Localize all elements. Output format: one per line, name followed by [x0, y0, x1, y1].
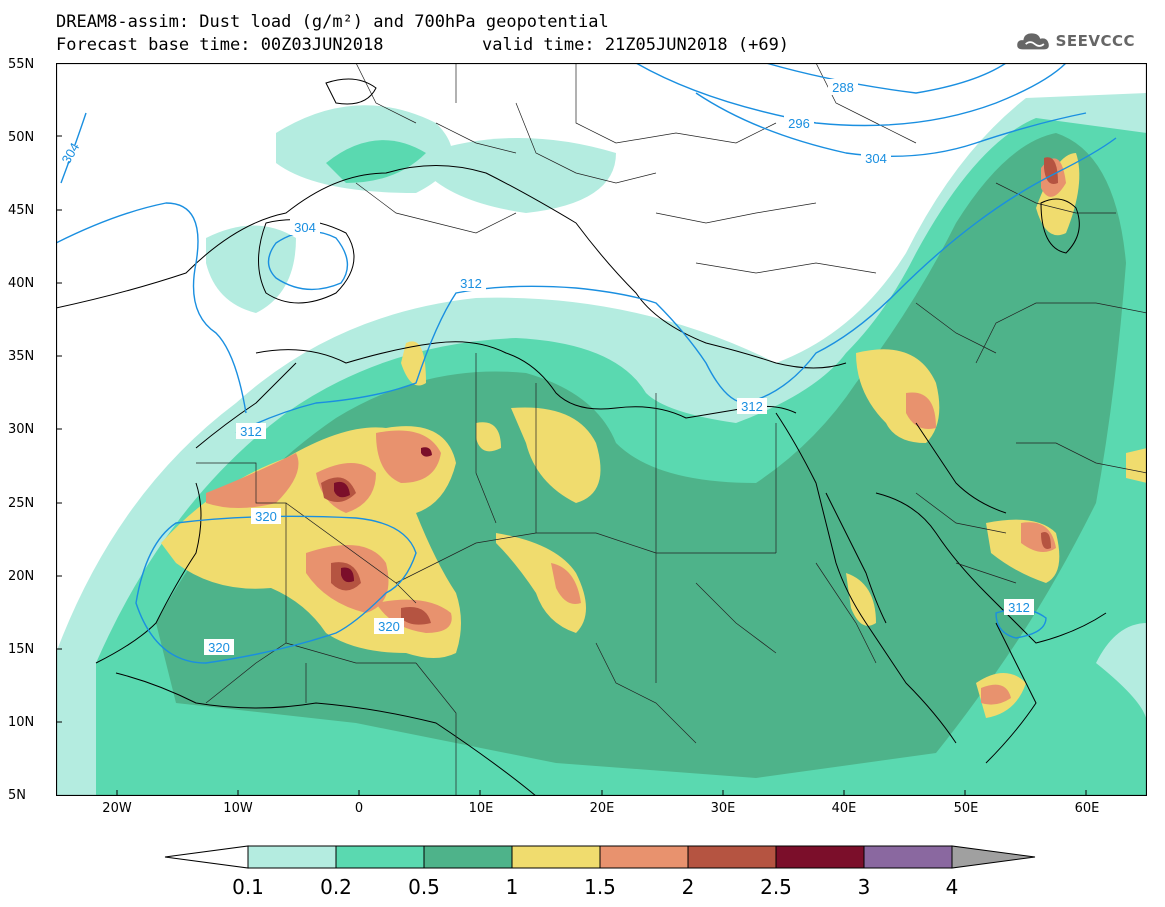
lon-label: 20W: [102, 801, 132, 816]
dust-load-map[interactable]: 288 296 304 304 304 312 312 312 312 320 …: [56, 63, 1147, 796]
legend-swatch: [687, 845, 777, 869]
contour-label: 312: [1008, 600, 1030, 615]
coastlines: [56, 165, 1107, 796]
lat-label: 5N: [8, 788, 26, 803]
lon-label: 10W: [223, 801, 253, 816]
valid-time: valid time: 21Z05JUN2018 (+69): [482, 35, 790, 55]
legend-swatch: [247, 845, 337, 869]
lon-label: 10E: [468, 801, 494, 816]
lat-label: 25N: [8, 496, 35, 511]
lat-label: 30N: [8, 422, 35, 437]
map-frame: [56, 63, 1147, 796]
lat-label: 45N: [8, 203, 35, 218]
legend-arrow-low: [164, 845, 249, 869]
contour-label: 312: [460, 276, 482, 291]
contour-label: 320: [208, 640, 230, 655]
contour-labels: 288 296 304 304 304 312 312 312 312 320 …: [56, 79, 1034, 655]
logo-text: SEEVCCC: [1055, 32, 1135, 50]
lon-label: 30E: [710, 801, 736, 816]
lon-label: 50E: [953, 801, 979, 816]
contour-288: [765, 63, 1007, 94]
contour-304-west: [56, 202, 247, 414]
lon-label: 60E: [1074, 801, 1100, 816]
contour-label: 320: [378, 619, 400, 634]
legend-label: 2: [681, 875, 695, 899]
lat-label: 35N: [8, 349, 35, 364]
legend-label: 4: [945, 875, 959, 899]
contour-label: 304: [865, 151, 887, 166]
legend-label: 2.5: [760, 875, 792, 899]
legend-swatch: [423, 845, 513, 869]
lat-label: 55N: [8, 57, 35, 72]
map-title: DREAM8-assim: Dust load (g/m²) and 700hP…: [56, 12, 609, 32]
contour-label: 312: [741, 399, 763, 414]
legend-label: 0.2: [320, 875, 352, 899]
seevccc-logo: SEEVCCC: [1015, 24, 1135, 58]
legend-swatch: [335, 845, 425, 869]
dust-region-2.5: [334, 447, 432, 583]
country-borders: [196, 63, 1147, 796]
legend-swatch: [775, 845, 865, 869]
legend-label: 0.1: [232, 875, 264, 899]
dust-region-2: [321, 157, 1058, 625]
contour-296: [635, 63, 1067, 127]
legend-label: 1: [505, 875, 519, 899]
legend-label: 3: [857, 875, 871, 899]
cloud-icon: [1017, 33, 1049, 50]
legend-label: 1.5: [584, 875, 616, 899]
lat-label: 50N: [8, 130, 35, 145]
lakes: [325, 78, 1080, 254]
lat-label: 10N: [8, 715, 35, 730]
legend-label: 0.5: [408, 875, 440, 899]
contour-label: 296: [788, 116, 810, 131]
contour-312-main: [235, 137, 1117, 434]
contour-304-north: [695, 92, 1087, 158]
contour-label: 304: [294, 220, 316, 235]
lat-label: 40N: [8, 276, 35, 291]
geopotential-contours: [56, 63, 1117, 664]
legend-swatch: [599, 845, 689, 869]
legend-arrow-high: [951, 845, 1036, 869]
contour-320: [135, 515, 417, 664]
forecast-base-time: Forecast base time: 00Z03JUN2018: [56, 35, 384, 55]
lat-label: 15N: [8, 642, 35, 657]
lat-label: 20N: [8, 569, 35, 584]
lon-label: 20E: [589, 801, 615, 816]
lon-label: 40E: [831, 801, 857, 816]
color-legend: [164, 845, 1036, 869]
legend-swatch: [511, 845, 601, 869]
contour-label: 320: [255, 509, 277, 524]
legend-swatch: [863, 845, 953, 869]
contour-label: 312: [240, 424, 262, 439]
contour-label: 288: [832, 80, 854, 95]
lon-label: 0: [354, 801, 364, 816]
